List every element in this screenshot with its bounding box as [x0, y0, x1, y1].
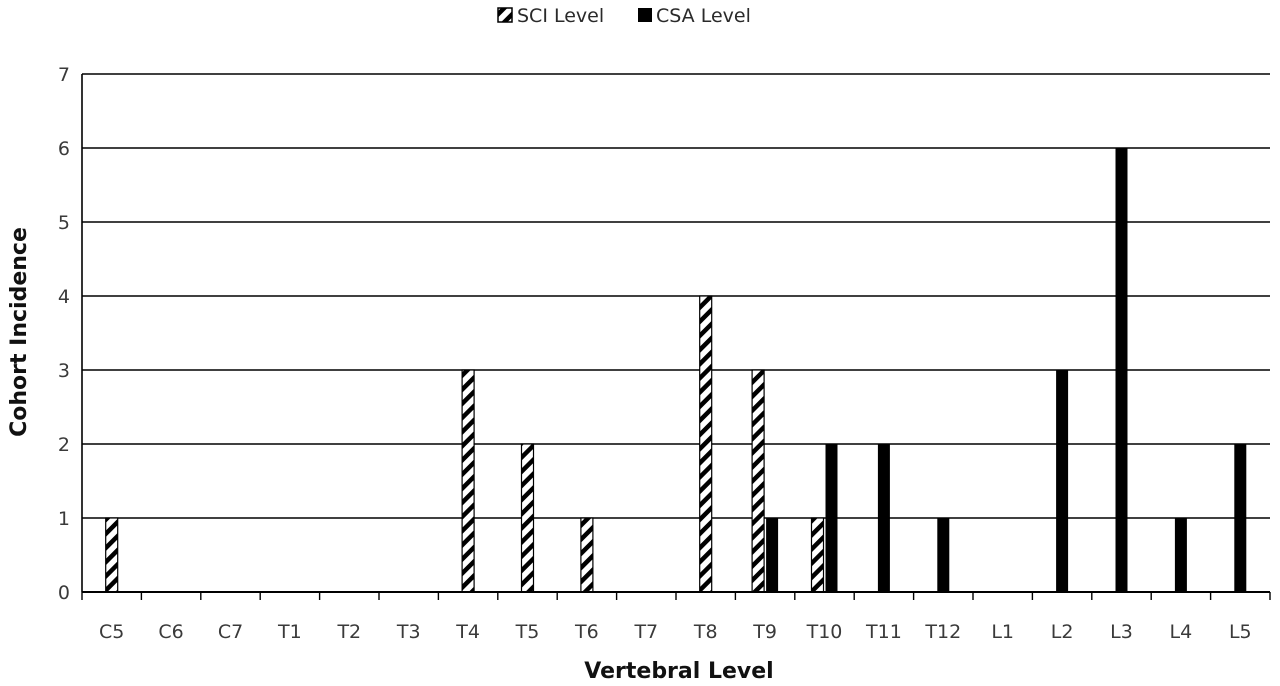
bar-sci-T10: [810, 517, 825, 593]
y-tick-label: 4: [58, 286, 70, 308]
x-tick-label: T10: [806, 621, 843, 643]
y-axis-ticks: 0 1 2 3 4 5 6 7: [58, 64, 83, 604]
y-tick-label: 1: [58, 508, 70, 530]
x-tick-label: L2: [1051, 621, 1074, 643]
bar-sci-T9: [751, 369, 765, 593]
x-axis: C5 C6 C7 T1 T2 T3 T4 T5 T6 T7 T8 T9 T10 T11 T12 L1 L2 L3 L…: [81, 591, 1271, 643]
y-tick-label: 6: [58, 138, 70, 160]
bar-sci-T6: [580, 517, 594, 593]
gridlines: [82, 73, 1270, 519]
y-tick-label: 7: [58, 64, 70, 86]
bar-csa-T12: [937, 518, 950, 592]
x-tick-label: C5: [99, 621, 124, 643]
y-tick-label: 5: [58, 212, 70, 234]
bar-sci-T4: [461, 369, 475, 593]
bar-csa-L3: [1115, 148, 1128, 592]
x-tick-label: T9: [752, 621, 777, 643]
x-tick-label: C6: [158, 621, 183, 643]
x-tick-label: T11: [865, 621, 902, 643]
legend-label-csa: CSA Level: [656, 5, 751, 27]
x-tick-label: L3: [1110, 621, 1133, 643]
bar-csa-L5: [1234, 444, 1247, 592]
bar-sci-T5: [520, 443, 535, 593]
y-tick-label: 2: [58, 434, 70, 456]
x-tick-label: T2: [336, 621, 361, 643]
legend-item-sci: SCI Level: [497, 5, 604, 27]
y-axis-title: Cohort Incidence: [7, 227, 32, 437]
bar-sci-T8: [699, 295, 713, 593]
x-axis-title: Vertebral Level: [584, 659, 773, 684]
y-tick-label: 3: [58, 360, 70, 382]
y-tick-label: 0: [58, 582, 70, 604]
x-tick-label: T4: [455, 621, 480, 643]
x-tick-label: T1: [277, 621, 302, 643]
legend-label-sci: SCI Level: [517, 5, 604, 27]
bar-csa-L4: [1174, 518, 1187, 592]
legend-swatch-csa: [638, 8, 652, 22]
x-tick-label: T12: [924, 621, 961, 643]
x-tick-label: L5: [1229, 621, 1252, 643]
legend: SCI Level CSA Level: [497, 5, 751, 27]
bar-csa-T11: [877, 444, 890, 592]
bar-csa-L2: [1056, 370, 1069, 592]
x-tick-label: C7: [218, 621, 243, 643]
x-tick-label: T8: [693, 621, 718, 643]
x-tick-label: L1: [991, 621, 1014, 643]
legend-swatch-sci: [497, 7, 513, 23]
x-tick-label: T5: [515, 621, 540, 643]
x-tick-label: T6: [574, 621, 599, 643]
bar-csa-T10: [825, 444, 838, 592]
legend-item-csa: CSA Level: [638, 5, 751, 27]
bar-sci-C5: [105, 517, 119, 593]
x-tick-label: T3: [396, 621, 421, 643]
bar-csa-T9: [766, 518, 779, 592]
x-tick-label: L4: [1170, 621, 1193, 643]
x-tick-label: T7: [633, 621, 658, 643]
